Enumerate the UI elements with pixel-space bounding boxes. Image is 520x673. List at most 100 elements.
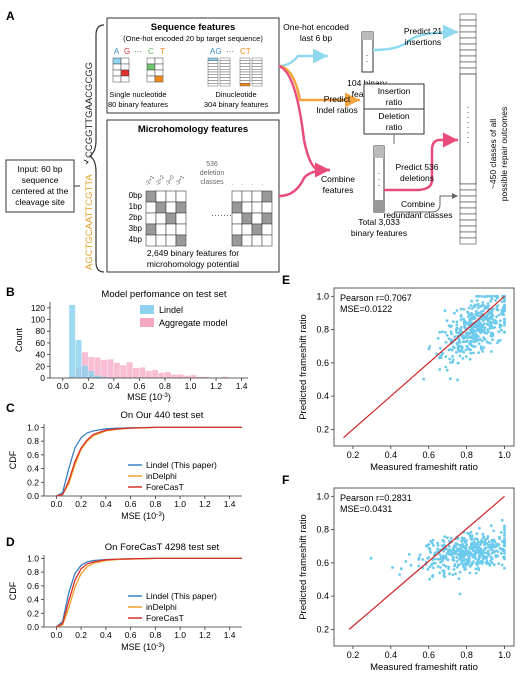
- scatter-point: [451, 358, 455, 362]
- flow-combine-2: features: [323, 185, 354, 195]
- x-tick-label: 0.0: [50, 499, 62, 509]
- svg-text:-2+2: -2+2: [155, 175, 166, 188]
- di-label-2: 304 binary features: [204, 100, 268, 109]
- scatter-point: [503, 306, 506, 310]
- x-tick-label: 0.6: [422, 450, 435, 460]
- scatter-point: [458, 350, 461, 353]
- scatter-point: [470, 307, 474, 310]
- scatter-point: [461, 357, 465, 360]
- scatter-point: [481, 318, 485, 322]
- single-nucleotide-grids: [112, 57, 164, 83]
- scatter-point: [455, 556, 459, 559]
- scatter-point: [490, 310, 494, 314]
- scatter-point: [503, 297, 506, 301]
- letter-g: G: [124, 47, 130, 56]
- scatter-point: [503, 323, 506, 327]
- y-tick-label: 0.4: [27, 464, 39, 474]
- scatter-point: [447, 348, 451, 352]
- scatter-point: [472, 549, 475, 553]
- svg-text:·: ·: [467, 128, 470, 137]
- x-tick-label: 1.4: [224, 499, 236, 509]
- scatter-point: [503, 531, 506, 535]
- scatter-point: [441, 569, 445, 573]
- scatter-point: [479, 327, 482, 331]
- y-tick-label: 0.2: [27, 608, 39, 618]
- scatter-point: [490, 551, 494, 555]
- scatter-point: [453, 564, 456, 568]
- scatter-point: [469, 304, 473, 307]
- scatter-point: [453, 311, 456, 315]
- arrow-combine-top: [278, 64, 330, 178]
- scatter-point: [456, 552, 460, 556]
- x-tick-label: 0.0: [57, 381, 69, 391]
- svg-text:·: ·: [467, 118, 470, 127]
- scatter-point: [473, 303, 477, 307]
- legend-swatch: [140, 305, 154, 314]
- scatter-point: [455, 351, 458, 354]
- plot-frame: [333, 287, 515, 447]
- scatter-point: [464, 348, 468, 352]
- x-axis-label: MSE (10-3): [127, 392, 171, 402]
- scatter-point: [483, 326, 487, 330]
- scatter-point: [436, 336, 440, 340]
- scatter-point: [457, 577, 461, 580]
- scatter-point: [489, 545, 493, 549]
- scatter-point: [476, 538, 479, 542]
- scatter-point: [439, 356, 443, 359]
- scatter-point: [450, 338, 453, 342]
- scatter-point: [454, 572, 457, 576]
- panel-f-label: F: [282, 473, 289, 487]
- scatter-point: [450, 332, 453, 336]
- scatter-point: [500, 540, 504, 543]
- histogram-bar: [126, 362, 133, 378]
- scatter-point: [447, 552, 451, 556]
- scatter-point: [470, 561, 474, 565]
- plot-frame: [333, 487, 515, 647]
- y-axis-label: CDF: [8, 581, 18, 600]
- scatter-point: [459, 318, 463, 322]
- scatter-point: [417, 564, 421, 568]
- scatter-point: [490, 557, 494, 561]
- scatter-point: [473, 542, 477, 546]
- scatter-point: [427, 347, 431, 351]
- scatter-point: [476, 559, 480, 562]
- scatter-point: [460, 545, 463, 549]
- scatter-point: [477, 342, 481, 346]
- scatter-point: [470, 534, 474, 538]
- scatter-point: [399, 567, 403, 571]
- scatter-point: [435, 550, 439, 554]
- scatter-point: [442, 555, 445, 559]
- histogram-bar: [184, 375, 191, 378]
- mh-row-0: 0bp: [129, 191, 143, 200]
- histogram-bar: [190, 375, 197, 378]
- scatter-point: [468, 317, 472, 321]
- flow-predict21-2: insertions: [405, 37, 441, 47]
- scatter-point: [471, 334, 474, 337]
- scatter-point: [458, 556, 462, 560]
- scatter-point: [469, 553, 472, 556]
- scatter-point: [500, 552, 503, 555]
- scatter-point: [487, 545, 490, 549]
- x-tick-label: 0.8: [149, 499, 161, 509]
- scatter-point: [444, 355, 448, 359]
- arrow-predict-deletions: [384, 132, 458, 192]
- scatter-point: [500, 328, 503, 332]
- x-tick-label: 1.0: [185, 381, 197, 391]
- scatter-point: [483, 295, 486, 299]
- scatter-point: [500, 563, 504, 567]
- scatter-point: [453, 335, 456, 339]
- microhomology-grid-right: [231, 190, 273, 247]
- scatter-point: [503, 317, 506, 321]
- scatter-point: [469, 537, 473, 540]
- scatter-point: [481, 560, 485, 564]
- svg-text:-2+1: -2+1: [145, 175, 156, 188]
- scatter-point: [485, 555, 489, 559]
- scatter-point: [503, 526, 506, 530]
- cdf-line: [56, 557, 242, 628]
- x-tick-label: 1.2: [199, 630, 211, 640]
- y-tick-label: 0.4: [27, 595, 39, 605]
- scatter-point: [436, 565, 440, 568]
- scatter-point: [481, 301, 485, 304]
- scatter-point: [462, 537, 465, 541]
- scatter-point: [444, 556, 448, 560]
